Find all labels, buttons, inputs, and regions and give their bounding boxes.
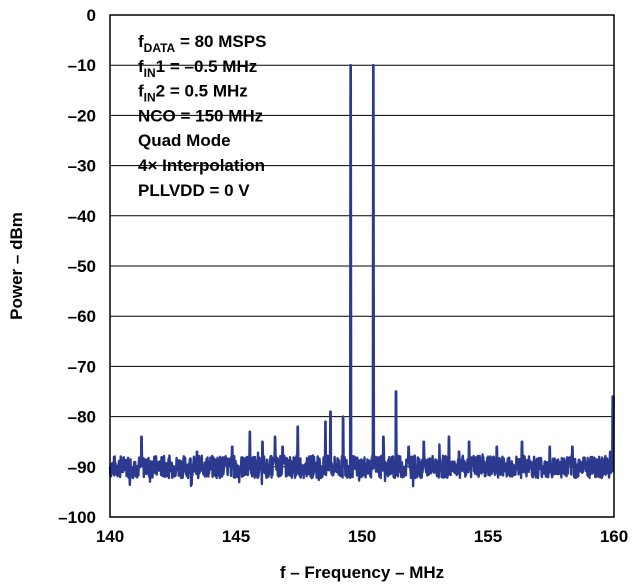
annotation-subscript: IN <box>144 66 156 80</box>
y-tick-label: –90 <box>68 458 96 477</box>
y-axis-title: Power – dBm <box>7 212 26 320</box>
x-tick-label: 160 <box>600 527 628 546</box>
y-tick-labels: 0 –10 –20 –30 –40 –50 –60 –70 –80 –90 –100 <box>58 6 96 527</box>
plot-frame <box>109 14 615 518</box>
annotation-line: fDATA = 80 MSPS <box>138 32 266 55</box>
annotation-rest: = 80 MSPS <box>175 32 266 51</box>
annotation-line: fIN2 = 0.5 MHz <box>138 82 248 105</box>
annotation-main: f <box>138 82 144 101</box>
y-tick-label: –50 <box>68 257 96 276</box>
annotation-line: NCO = 150 MHz <box>138 106 263 125</box>
annotation-main: Quad Mode <box>138 131 231 150</box>
annotation-main: PLLVDD = 0 V <box>138 181 250 200</box>
annotation-main: f <box>138 32 144 51</box>
annotation-rest: 2 = 0.5 MHz <box>156 82 248 101</box>
x-tick-label: 145 <box>222 527 250 546</box>
y-tick-label: 0 <box>87 6 96 25</box>
annotation-main: f <box>138 57 144 76</box>
y-tick-label: –100 <box>58 508 96 527</box>
annotation-line: Quad Mode <box>138 131 231 150</box>
x-tick-label: 150 <box>348 527 376 546</box>
annotation-subscript: IN <box>144 91 156 105</box>
annotation-line: fIN1 = –0.5 MHz <box>138 57 257 80</box>
x-tick-label: 155 <box>474 527 502 546</box>
annotation-rest: 1 = –0.5 MHz <box>156 57 258 76</box>
x-axis-title: f – Frequency – MHz <box>280 563 444 582</box>
spectrum-trace <box>108 63 615 488</box>
annotation-main: 4× Interpolation <box>138 156 265 175</box>
annotation-line: PLLVDD = 0 V <box>138 181 250 200</box>
y-tick-label: –30 <box>68 157 96 176</box>
annotation-subscript: DATA <box>144 41 176 55</box>
annotation-line: 4× Interpolation <box>138 156 265 175</box>
y-tick-label: –20 <box>68 106 96 125</box>
x-tick-labels: 140 145 150 155 160 <box>96 527 628 546</box>
y-tick-label: –10 <box>68 56 96 75</box>
x-tick-label: 140 <box>96 527 124 546</box>
annotation-main: NCO = 150 MHz <box>138 106 263 125</box>
y-tick-label: –70 <box>68 357 96 376</box>
y-tick-label: –40 <box>68 207 96 226</box>
y-tick-label: –60 <box>68 307 96 326</box>
y-tick-label: –80 <box>68 408 96 427</box>
series-line <box>108 63 615 488</box>
